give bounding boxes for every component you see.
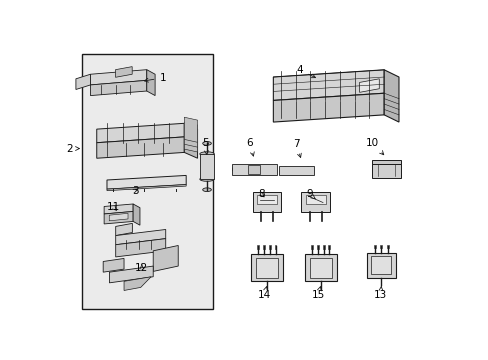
Polygon shape [255, 258, 278, 278]
Text: 3: 3 [131, 186, 138, 196]
Polygon shape [273, 93, 384, 122]
Polygon shape [359, 79, 379, 92]
Text: 8: 8 [257, 189, 264, 199]
Polygon shape [370, 256, 390, 274]
Text: 10: 10 [366, 138, 383, 155]
Polygon shape [248, 165, 260, 174]
Polygon shape [116, 229, 165, 245]
Polygon shape [322, 245, 324, 249]
Polygon shape [304, 255, 336, 281]
Ellipse shape [268, 168, 273, 171]
Polygon shape [109, 266, 153, 283]
Polygon shape [279, 166, 314, 175]
Polygon shape [263, 245, 264, 249]
Polygon shape [184, 117, 197, 142]
Polygon shape [305, 195, 325, 204]
Polygon shape [371, 164, 400, 178]
Polygon shape [184, 123, 197, 158]
Polygon shape [310, 245, 312, 249]
Polygon shape [231, 164, 277, 175]
Ellipse shape [232, 166, 243, 173]
Polygon shape [373, 245, 375, 248]
Text: 9: 9 [305, 189, 315, 199]
Polygon shape [309, 258, 331, 278]
Polygon shape [124, 277, 151, 291]
Text: 7: 7 [292, 139, 301, 157]
Ellipse shape [203, 141, 211, 145]
Ellipse shape [200, 152, 214, 156]
Polygon shape [274, 245, 276, 249]
Text: 14: 14 [257, 287, 270, 300]
Polygon shape [104, 204, 133, 214]
Polygon shape [256, 195, 276, 204]
Text: 6: 6 [246, 138, 254, 156]
Polygon shape [200, 154, 214, 179]
Polygon shape [252, 192, 281, 212]
Text: 2: 2 [66, 144, 79, 153]
Polygon shape [115, 67, 132, 77]
Ellipse shape [304, 167, 311, 173]
Polygon shape [90, 80, 146, 96]
Polygon shape [107, 185, 186, 191]
Text: 15: 15 [311, 287, 324, 300]
Text: 11: 11 [106, 202, 120, 212]
Polygon shape [366, 253, 395, 278]
Polygon shape [109, 213, 128, 221]
Ellipse shape [200, 177, 214, 181]
Polygon shape [133, 204, 140, 225]
Polygon shape [153, 246, 178, 271]
Polygon shape [268, 245, 270, 249]
Text: 13: 13 [373, 287, 386, 300]
Polygon shape [97, 123, 184, 143]
Polygon shape [184, 127, 197, 152]
Polygon shape [97, 137, 184, 158]
Ellipse shape [283, 169, 286, 171]
Ellipse shape [235, 168, 240, 171]
Polygon shape [301, 192, 329, 212]
Text: 1: 1 [144, 73, 165, 83]
Polygon shape [103, 258, 124, 272]
Ellipse shape [281, 167, 289, 173]
Polygon shape [384, 70, 398, 122]
Polygon shape [257, 245, 259, 249]
Polygon shape [273, 70, 384, 100]
Polygon shape [116, 239, 165, 257]
Bar [82, 54, 212, 309]
Ellipse shape [203, 188, 211, 192]
Polygon shape [371, 160, 400, 164]
Ellipse shape [265, 166, 276, 173]
Polygon shape [250, 255, 282, 281]
Polygon shape [90, 70, 146, 85]
Ellipse shape [305, 169, 309, 171]
Polygon shape [184, 122, 197, 147]
Polygon shape [107, 175, 186, 189]
Text: 12: 12 [135, 263, 148, 273]
Text: 5: 5 [202, 138, 208, 154]
Polygon shape [116, 223, 132, 235]
Polygon shape [386, 245, 388, 248]
Polygon shape [76, 74, 90, 90]
Text: 4: 4 [296, 65, 315, 78]
Polygon shape [146, 70, 155, 96]
Polygon shape [316, 245, 318, 249]
Polygon shape [104, 211, 133, 224]
Polygon shape [380, 245, 382, 248]
Polygon shape [327, 245, 329, 249]
